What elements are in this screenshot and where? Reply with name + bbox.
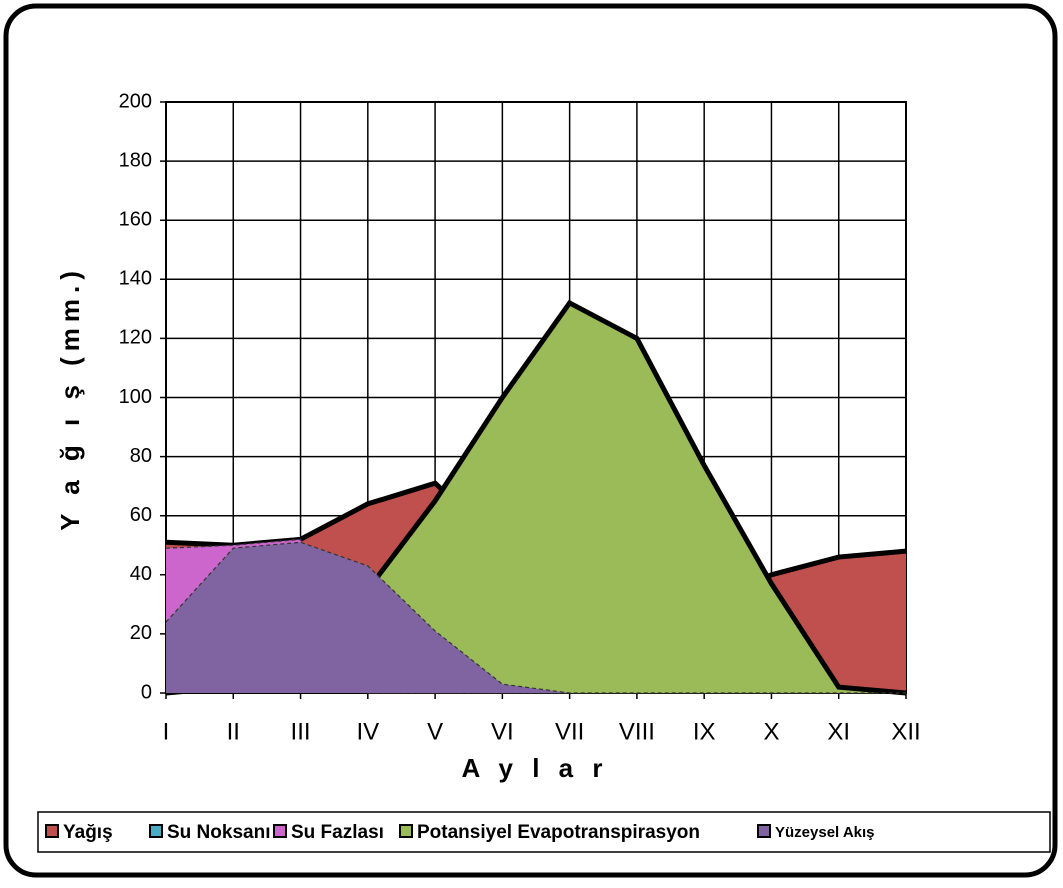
y-tick-label: 100 bbox=[119, 386, 152, 408]
x-tick-label: II bbox=[227, 718, 240, 745]
x-tick-label: III bbox=[291, 718, 311, 745]
x-tick-label: VI bbox=[491, 718, 514, 745]
y-tick-label: 20 bbox=[130, 622, 152, 644]
x-tick-label: X bbox=[763, 718, 779, 745]
y-tick-label: 40 bbox=[130, 563, 152, 585]
legend-swatch bbox=[149, 824, 163, 838]
y-tick-label: 160 bbox=[119, 208, 152, 230]
y-tick-label: 80 bbox=[130, 445, 152, 467]
y-tick-label: 60 bbox=[130, 504, 152, 526]
legend-label: Yüzeysel Akış bbox=[775, 824, 875, 841]
legend-label: Su Fazlası bbox=[291, 822, 384, 843]
x-tick-label: V bbox=[427, 718, 443, 745]
y-tick-label: 180 bbox=[119, 149, 152, 171]
legend-label: Potansiyel Evapotranspirasyon bbox=[417, 822, 700, 843]
area bbox=[166, 542, 906, 693]
y-tick-label: 120 bbox=[119, 327, 152, 349]
x-tick-label: VIII bbox=[619, 718, 655, 745]
x-tick-label: I bbox=[163, 718, 170, 745]
x-tick-label: XII bbox=[891, 718, 920, 745]
y-axis-title: Y a ğ ı ş (mm.) bbox=[55, 265, 85, 531]
legend-swatch bbox=[273, 824, 287, 838]
x-tick-label: IV bbox=[356, 718, 379, 745]
y-tick-label: 140 bbox=[119, 268, 152, 290]
area bbox=[166, 302, 906, 693]
legend-swatch bbox=[45, 824, 59, 838]
legend-swatch bbox=[757, 824, 771, 838]
legend-box bbox=[37, 811, 1051, 853]
area-outline bbox=[165, 541, 906, 694]
legend-label: Su Noksanı bbox=[167, 822, 270, 843]
x-tick-label: XI bbox=[827, 718, 850, 745]
x-tick-label: IX bbox=[693, 718, 716, 745]
x-axis-title: A y l a r bbox=[462, 753, 609, 783]
legend-swatch bbox=[399, 824, 413, 838]
y-tick-label: 0 bbox=[141, 681, 152, 703]
y-tick-label: 200 bbox=[119, 90, 152, 112]
legend-label: Yağış bbox=[63, 822, 113, 843]
x-tick-label: VII bbox=[555, 718, 584, 745]
